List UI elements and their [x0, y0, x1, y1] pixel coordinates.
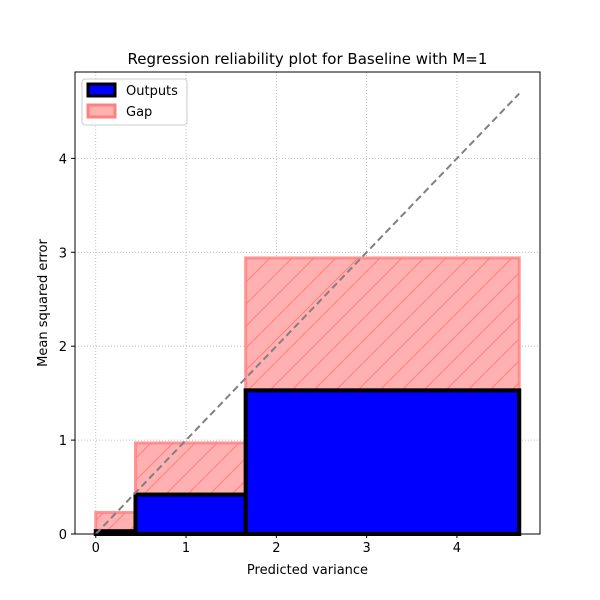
plot-frame	[74, 71, 541, 535]
x-axis-ticks: 0 1 2 3 4	[92, 534, 461, 556]
legend: Outputs Gap	[81, 78, 188, 126]
gap-bar-hatch-2	[244, 256, 521, 392]
diagonal-reference-line	[95, 92, 520, 535]
y-tick-label: 0	[59, 528, 67, 543]
output-bar-2	[243, 388, 522, 536]
output-bar-1	[133, 492, 248, 536]
y-axis-label: Mean squared error	[36, 239, 51, 367]
chart-title: Regression reliability plot for Baseline…	[128, 50, 488, 68]
legend-label-outputs: Outputs	[126, 84, 178, 99]
y-tick-label: 4	[59, 152, 67, 167]
legend-label-gap: Gap	[126, 105, 152, 120]
legend-swatch-outputs	[86, 82, 117, 98]
y-axis-ticks: 0 1 2 3 4	[59, 152, 75, 543]
bars-layer	[93, 256, 522, 536]
gap-bar-hatch-1	[133, 441, 248, 497]
y-tick-label: 3	[59, 246, 67, 261]
y-tick-label: 1	[59, 434, 67, 449]
x-tick-label: 2	[272, 541, 280, 556]
x-tick-label: 4	[453, 541, 461, 556]
x-axis-label: Predicted variance	[247, 563, 368, 578]
x-tick-label: 3	[363, 541, 371, 556]
x-tick-label: 0	[92, 541, 100, 556]
x-tick-label: 1	[182, 541, 190, 556]
legend-swatch-gap	[86, 103, 117, 119]
diagonal-layer	[95, 92, 520, 535]
gap-bar-hatch-0	[94, 510, 137, 533]
y-tick-label: 2	[59, 340, 67, 355]
